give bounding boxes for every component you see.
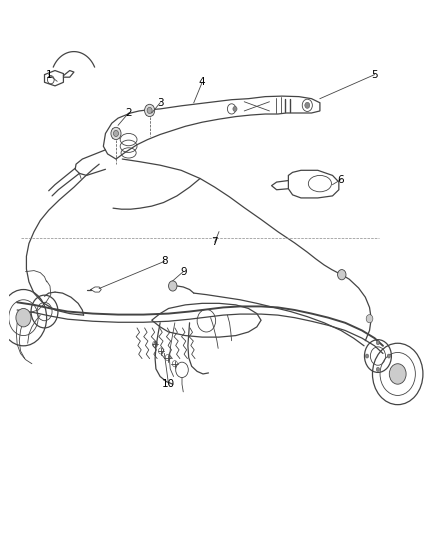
Text: 8: 8 (161, 256, 168, 266)
Text: 7: 7 (212, 237, 218, 247)
Text: 2: 2 (125, 108, 132, 118)
Circle shape (233, 107, 237, 111)
Circle shape (111, 127, 121, 140)
Circle shape (376, 367, 380, 372)
Circle shape (16, 309, 31, 327)
Circle shape (389, 364, 406, 384)
Circle shape (147, 107, 152, 114)
Circle shape (113, 131, 119, 136)
Circle shape (169, 281, 177, 291)
Text: 1: 1 (46, 70, 52, 79)
Text: 3: 3 (157, 98, 163, 108)
Circle shape (365, 354, 369, 358)
Text: 4: 4 (199, 77, 205, 87)
Circle shape (145, 104, 155, 117)
Text: 9: 9 (180, 266, 187, 277)
Circle shape (387, 354, 391, 358)
Circle shape (338, 270, 346, 280)
Text: 5: 5 (371, 70, 378, 79)
Circle shape (376, 341, 380, 345)
Circle shape (366, 314, 373, 323)
Text: 6: 6 (338, 174, 344, 184)
Text: 10: 10 (162, 379, 175, 389)
Circle shape (305, 102, 310, 108)
